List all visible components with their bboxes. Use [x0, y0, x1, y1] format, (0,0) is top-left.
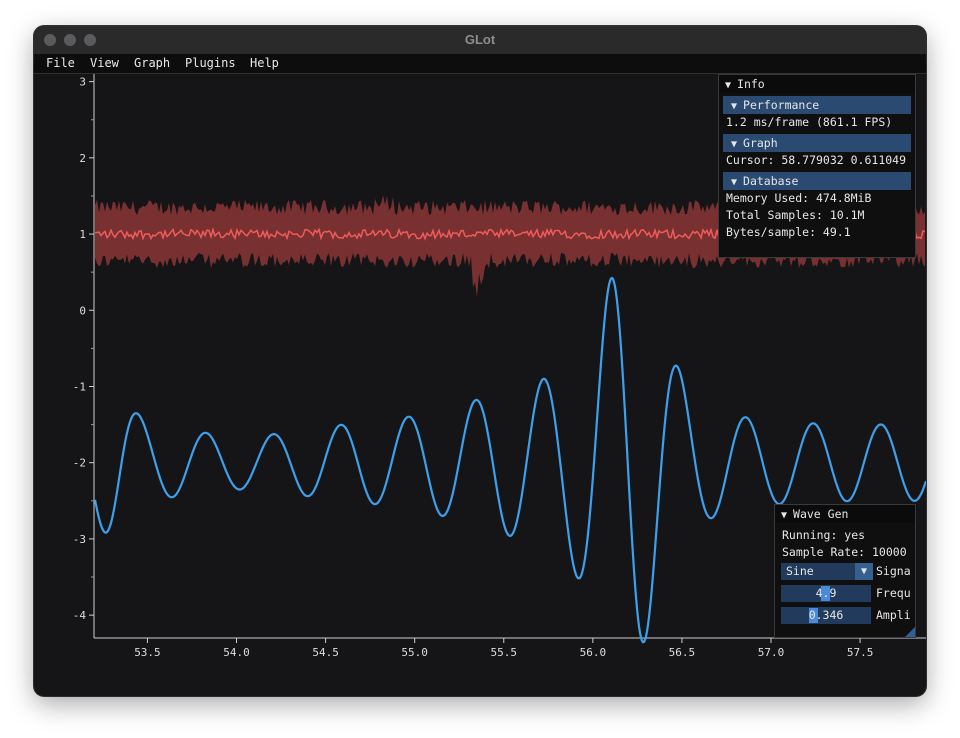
- bytes-per-sample-text: Bytes/sample: 49.1: [726, 225, 851, 239]
- performance-section-label: Performance: [743, 98, 820, 112]
- amplitude-slider[interactable]: 0.346: [781, 607, 871, 624]
- collapse-triangle-icon: ▼: [731, 177, 738, 188]
- app-window: GLot File View Graph Plugins Help 3 2 1 0 -1…: [34, 26, 926, 696]
- frequency-value: 4.9: [815, 586, 837, 600]
- menu-help[interactable]: Help: [250, 56, 279, 70]
- signal-label: Signa: [876, 564, 911, 578]
- y-tick-label: -1: [73, 380, 86, 393]
- collapse-triangle-icon[interactable]: ▼: [725, 80, 732, 91]
- dropdown-arrow-icon[interactable]: ▼: [855, 563, 873, 580]
- x-tick-label: 55.5: [491, 646, 518, 659]
- amplitude-value: 0.346: [808, 608, 844, 622]
- x-tick-label: 53.5: [134, 646, 161, 659]
- database-section-label: Database: [743, 174, 799, 188]
- wave-gen-panel[interactable]: ▼ Wave Gen Running: yes Sample Rate: 1000…: [774, 504, 916, 638]
- performance-section-header[interactable]: ▼ Performance: [723, 96, 911, 114]
- menu-file[interactable]: File: [46, 56, 75, 70]
- plot-area[interactable]: 3 2 1 0 -1 -2 -3 -4 53.5 54.0 54.5 55.0 55.5 56.0 56.…: [34, 74, 926, 696]
- collapse-triangle-icon: ▼: [731, 101, 738, 112]
- x-tick-label: 54.0: [223, 646, 250, 659]
- x-tick-label: 55.0: [401, 646, 428, 659]
- frame-time-text: 1.2 ms/frame (861.1 FPS): [726, 115, 893, 129]
- menu-view[interactable]: View: [90, 56, 119, 70]
- menu-plugins[interactable]: Plugins: [185, 56, 236, 70]
- graph-section-label: Graph: [743, 136, 778, 150]
- info-panel-title: Info: [737, 77, 765, 91]
- close-window-button[interactable]: [44, 34, 56, 46]
- wave-gen-header[interactable]: ▼ Wave Gen: [775, 505, 915, 523]
- x-tick-label: 56.0: [580, 646, 607, 659]
- running-text: Running: yes: [782, 528, 866, 542]
- amplitude-label: Ampli: [876, 608, 911, 622]
- collapse-triangle-icon[interactable]: ▼: [781, 510, 788, 521]
- red-series-band: [95, 195, 925, 298]
- minimize-window-button[interactable]: [64, 34, 76, 46]
- y-tick-label: 1: [79, 228, 86, 241]
- menu-graph[interactable]: Graph: [134, 56, 171, 70]
- x-tick-label: 57.0: [758, 646, 785, 659]
- y-tick-label: 2: [79, 152, 86, 165]
- resize-grip-icon[interactable]: [905, 627, 915, 637]
- frequency-label: Frequ: [876, 586, 911, 600]
- info-panel[interactable]: ▼ Info ▼ Performance 1.2 ms/frame (861.1 F…: [718, 74, 916, 258]
- window-title: GLot: [464, 32, 496, 47]
- x-tick-label: 56.5: [669, 646, 696, 659]
- x-tick-label: 57.5: [847, 646, 874, 659]
- amplitude-row: 0.346 Ampli: [775, 605, 915, 627]
- total-samples-text: Total Samples: 10.1M: [726, 208, 865, 222]
- y-tick-label: 0: [79, 304, 86, 317]
- signal-row: Sine ▼ Signa: [775, 561, 915, 583]
- y-tick-label: -3: [73, 533, 86, 546]
- amplitude-slider-grab[interactable]: [809, 608, 819, 623]
- database-section-header[interactable]: ▼ Database: [723, 172, 911, 190]
- info-panel-header[interactable]: ▼ Info: [719, 75, 915, 93]
- menu-bar: File View Graph Plugins Help: [34, 54, 926, 74]
- zoom-window-button[interactable]: [84, 34, 96, 46]
- frequency-row: 4.9 Frequ: [775, 583, 915, 605]
- frequency-slider-grab[interactable]: [820, 586, 830, 601]
- cursor-text: Cursor: 58.779032 0.611049: [726, 153, 907, 167]
- x-tick-label: 54.5: [312, 646, 339, 659]
- blue-series-line: [93, 276, 926, 644]
- title-bar[interactable]: GLot: [34, 26, 926, 55]
- y-tick-label: -4: [73, 609, 87, 622]
- memory-used-text: Memory Used: 474.8MiB: [726, 191, 872, 205]
- signal-select[interactable]: Sine ▼: [781, 563, 873, 580]
- y-tick-label: -2: [73, 457, 86, 470]
- y-tick-label: 3: [79, 76, 86, 89]
- sample-rate-text: Sample Rate: 10000: [782, 545, 907, 559]
- frequency-slider[interactable]: 4.9: [781, 585, 871, 602]
- collapse-triangle-icon: ▼: [731, 139, 738, 150]
- graph-section-header[interactable]: ▼ Graph: [723, 134, 911, 152]
- wave-gen-title: Wave Gen: [793, 507, 849, 521]
- signal-select-value: Sine: [786, 564, 814, 578]
